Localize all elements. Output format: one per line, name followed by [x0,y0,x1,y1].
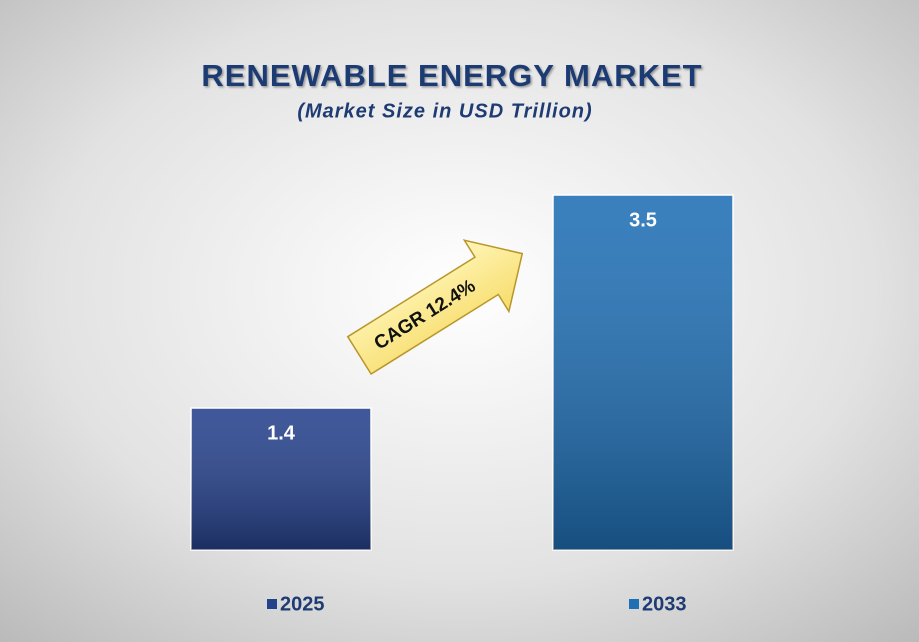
legend-swatch [629,599,639,609]
value-label: 1.4 [267,422,296,444]
bar [552,194,734,551]
arrow-shape [346,239,524,376]
value-label: 3.5 [629,209,657,231]
chart-subtitle: (Market Size in USD Trillion) [297,100,592,122]
chart-title: RENEWABLE ENERGY MARKET [201,58,702,93]
legend-label: 2025 [280,593,325,615]
legend-label: 2033 [642,593,687,615]
legend-swatch [267,599,277,609]
